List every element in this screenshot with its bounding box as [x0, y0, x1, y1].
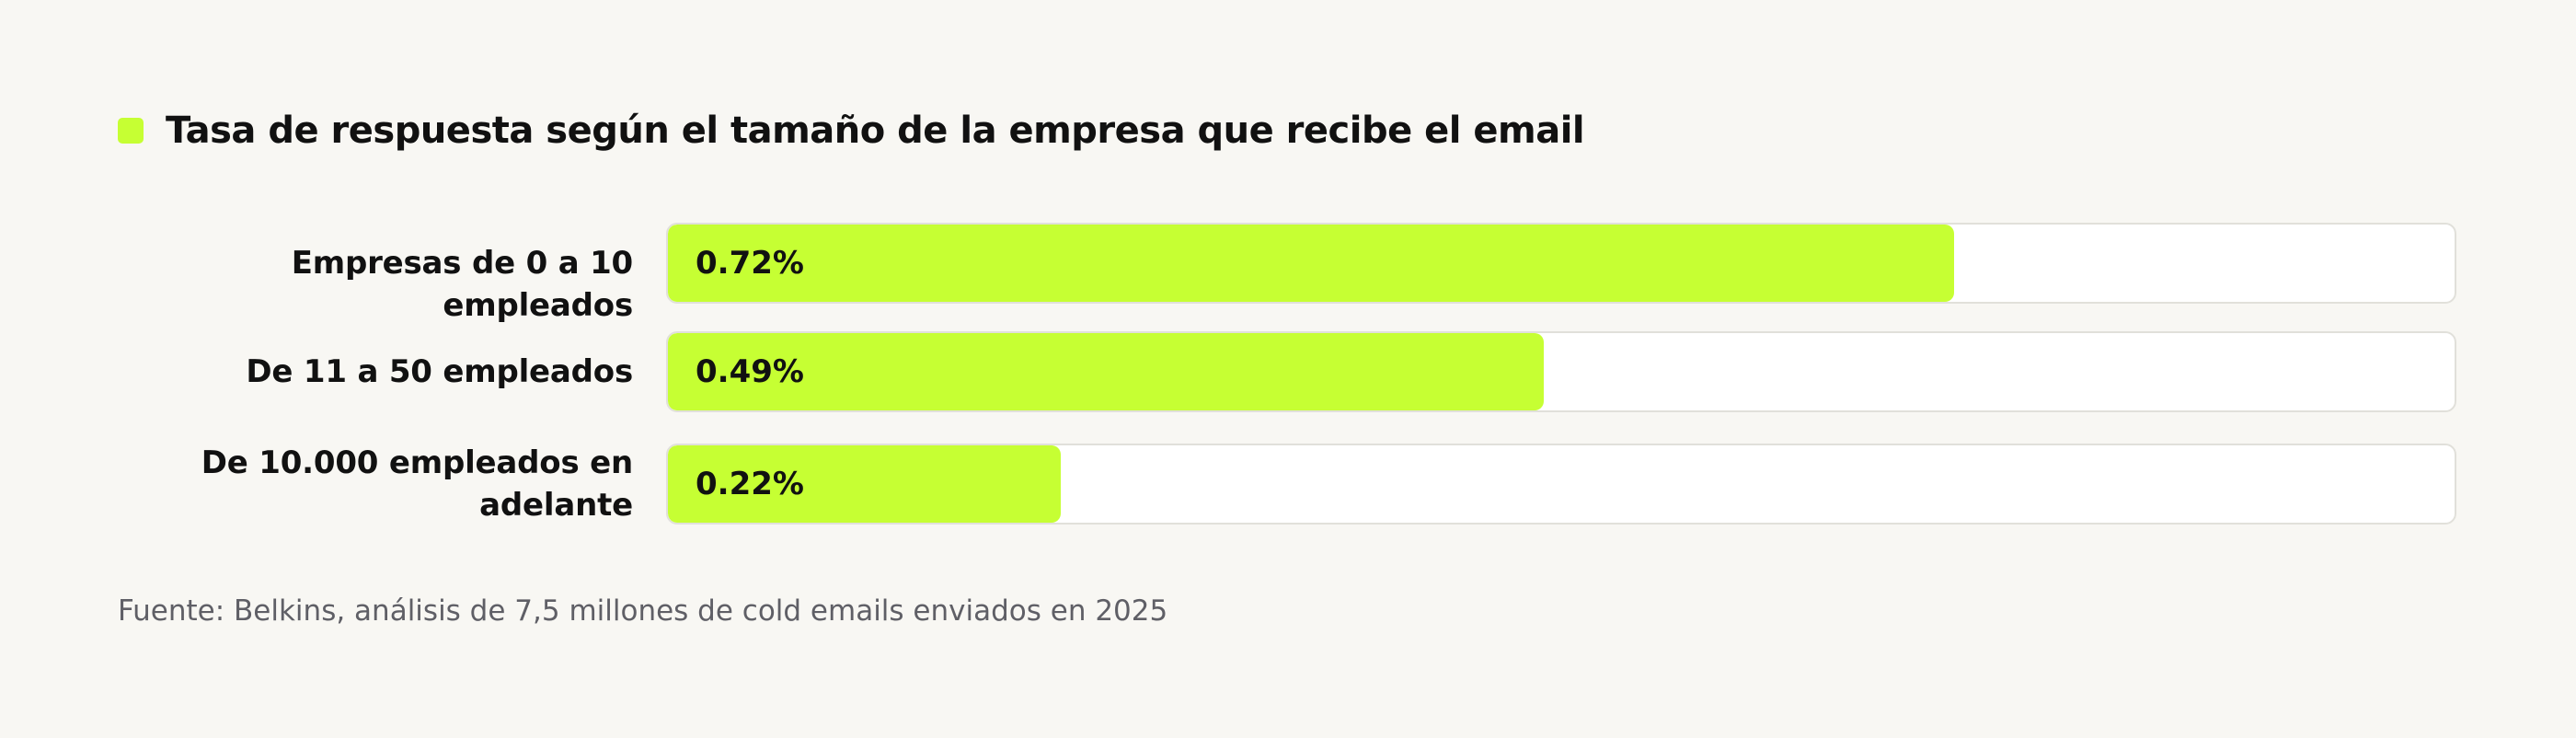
bar-track: 0.22%	[666, 444, 2456, 525]
bar-track: 0.49%	[666, 331, 2456, 412]
bar	[668, 445, 1061, 523]
category-label: De 11 a 50 empleados	[246, 353, 633, 390]
square-marker-icon	[118, 118, 144, 144]
category-label: Empresas de 0 a 10 empleados	[291, 245, 633, 324]
bar	[668, 225, 1954, 302]
bar-value-label: 0.72%	[696, 245, 804, 282]
bar-track: 0.72%	[666, 223, 2456, 304]
category-label: De 10.000 empleados en adelante	[201, 444, 633, 524]
chart-header: Tasa de respuesta según el tamaño de la …	[118, 103, 1585, 158]
source-note: Fuente: Belkins, análisis de 7,5 millone…	[118, 594, 1168, 628]
bar-value-label: 0.22%	[696, 466, 804, 502]
bar-value-label: 0.49%	[696, 353, 804, 390]
chart-title: Tasa de respuesta según el tamaño de la …	[166, 110, 1585, 152]
bar	[668, 333, 1544, 410]
